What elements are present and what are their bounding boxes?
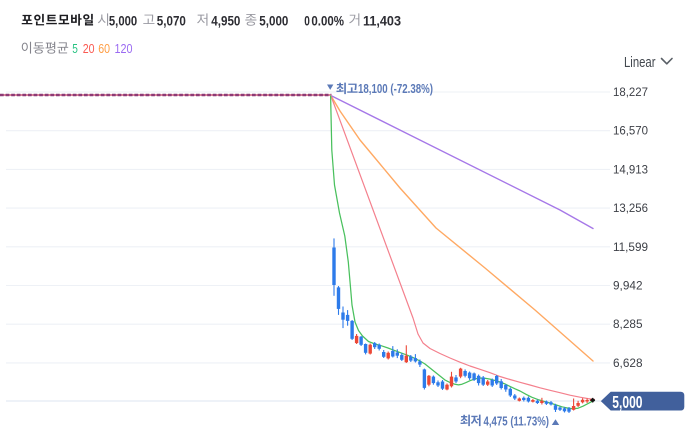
svg-text:9,942: 9,942 <box>613 279 643 293</box>
svg-text:5,000: 5,000 <box>612 392 642 412</box>
svg-text:5,000: 5,000 <box>259 13 288 28</box>
svg-text:4,475 (11.73%): 4,475 (11.73%) <box>484 413 550 428</box>
svg-text:0.00%: 0.00% <box>311 13 344 28</box>
svg-text:5,070: 5,070 <box>157 13 186 28</box>
svg-text:120: 120 <box>115 41 133 56</box>
svg-text:14,913: 14,913 <box>613 162 648 176</box>
svg-text:60: 60 <box>98 41 110 56</box>
svg-text:16,570: 16,570 <box>613 124 648 138</box>
svg-text:20: 20 <box>83 41 95 56</box>
svg-text:18,227: 18,227 <box>613 85 648 99</box>
svg-text:4,950: 4,950 <box>211 13 240 28</box>
svg-text:6,628: 6,628 <box>613 356 643 370</box>
svg-text:11,599: 11,599 <box>613 240 648 254</box>
svg-text:8,285: 8,285 <box>613 317 643 331</box>
svg-text:11,403: 11,403 <box>363 13 401 28</box>
svg-text:Linear: Linear <box>624 54 656 71</box>
svg-text:0: 0 <box>304 13 310 28</box>
svg-text:5: 5 <box>72 41 78 56</box>
svg-text:5,000: 5,000 <box>109 13 137 28</box>
svg-text:13,256: 13,256 <box>613 201 648 215</box>
svg-text:18,100 (-72.38%): 18,100 (-72.38%) <box>358 81 433 96</box>
